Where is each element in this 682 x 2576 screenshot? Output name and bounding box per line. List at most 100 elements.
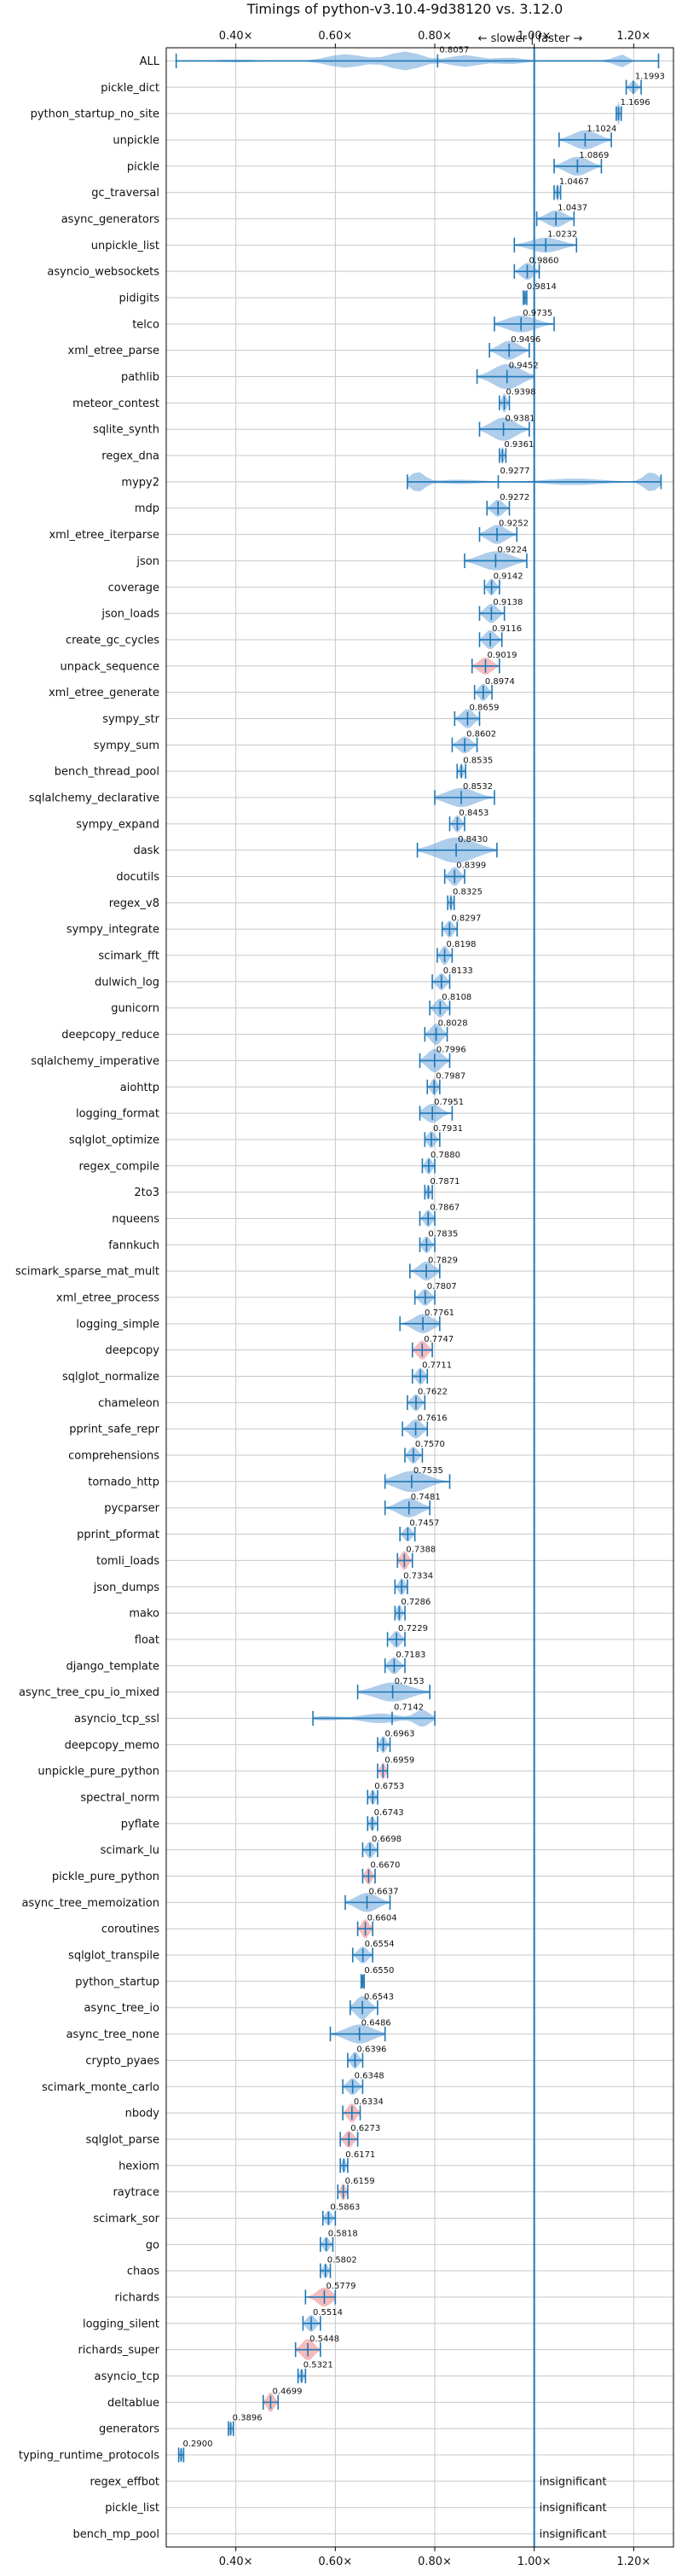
benchmark-row: spectral_norm 0.6753 bbox=[80, 1782, 404, 1805]
benchmark-row: pickle_list insignificant bbox=[105, 2502, 606, 2515]
benchmark-label: bench_mp_pool bbox=[72, 2528, 159, 2541]
benchmark-row: coverage 0.9142 bbox=[108, 571, 523, 596]
benchmark-row: logging_simple 0.7761 bbox=[76, 1308, 454, 1333]
benchmark-label: sympy_integrate bbox=[66, 924, 159, 937]
benchmark-label: async_tree_none bbox=[66, 2028, 159, 2041]
benchmark-label: pycparser bbox=[104, 1502, 159, 1515]
x-tick-label-bottom: 0.40× bbox=[219, 2556, 253, 2568]
value-label: 0.6554 bbox=[365, 1940, 395, 1949]
value-label: 0.6543 bbox=[364, 1993, 394, 2002]
benchmark-row: go 0.5818 bbox=[146, 2229, 358, 2252]
benchmark-row: gc_traversal 1.0467 bbox=[91, 177, 589, 201]
value-label: 1.0467 bbox=[559, 177, 589, 187]
value-label: 0.6698 bbox=[372, 1835, 402, 1844]
benchmark-label: hexiom bbox=[118, 2160, 159, 2173]
benchmark-row: logging_format 0.7951 bbox=[76, 1098, 464, 1123]
plot-frame bbox=[165, 47, 674, 2548]
value-label: 0.6486 bbox=[361, 2019, 391, 2028]
benchmark-label: docutils bbox=[116, 871, 159, 884]
benchmark-label: python_startup_no_site bbox=[31, 108, 159, 121]
benchmark-label: tornado_http bbox=[88, 1476, 159, 1488]
benchmark-row: tomli_loads 0.7388 bbox=[96, 1546, 436, 1570]
insignificant-label: insignificant bbox=[540, 2475, 607, 2488]
value-label: 0.8325 bbox=[453, 887, 483, 896]
benchmark-label: python_startup bbox=[75, 1976, 159, 1988]
benchmark-row: scimark_fft 0.8198 bbox=[98, 940, 477, 966]
value-label: 0.7616 bbox=[418, 1413, 448, 1423]
benchmark-row: regex_compile 0.7880 bbox=[78, 1151, 460, 1175]
benchmark-label: aiohttp bbox=[120, 1082, 159, 1094]
value-label: 0.7570 bbox=[415, 1440, 445, 1449]
value-label: 0.3896 bbox=[233, 2413, 263, 2422]
benchmark-label: regex_v8 bbox=[109, 897, 159, 910]
x-tick-label-bottom: 0.80× bbox=[418, 2556, 452, 2568]
value-label: 0.6348 bbox=[355, 2071, 384, 2080]
benchmark-label: deepcopy_memo bbox=[65, 1739, 159, 1752]
benchmark-label: mypy2 bbox=[121, 476, 159, 489]
value-label: 0.6550 bbox=[364, 1966, 394, 1976]
benchmark-row: async_generators 1.0437 bbox=[61, 204, 587, 228]
value-label: 1.0869 bbox=[579, 151, 609, 160]
benchmark-row: sympy_str 0.8659 bbox=[102, 704, 499, 728]
value-label: 0.5514 bbox=[313, 2308, 343, 2318]
benchmark-label: nqueens bbox=[112, 1213, 159, 1226]
value-label: 1.1696 bbox=[621, 98, 650, 107]
value-label: 0.6753 bbox=[374, 1782, 404, 1791]
benchmark-row: raytrace 0.6159 bbox=[113, 2177, 375, 2201]
benchmark-label: float bbox=[135, 1633, 159, 1646]
benchmark-row: python_startup_no_site 1.1696 bbox=[31, 98, 650, 125]
benchmark-label: pidigits bbox=[119, 293, 160, 305]
benchmark-label: pickle_pure_python bbox=[52, 1871, 159, 1883]
benchmark-label: comprehensions bbox=[68, 1450, 159, 1463]
value-label: 0.8602 bbox=[466, 729, 496, 739]
benchmark-label: xml_etree_generate bbox=[49, 687, 159, 699]
value-label: 0.7388 bbox=[406, 1546, 436, 1555]
benchmark-label: sympy_sum bbox=[94, 740, 159, 752]
benchmark-row: asyncio_tcp_ssl 0.7142 bbox=[74, 1703, 436, 1727]
value-label: 0.7761 bbox=[425, 1308, 454, 1318]
benchmark-label: go bbox=[146, 2239, 159, 2252]
value-label: 0.7871 bbox=[430, 1177, 459, 1186]
value-label: 1.0437 bbox=[558, 204, 587, 213]
value-label: 0.7880 bbox=[431, 1151, 460, 1160]
benchmark-label: sqlalchemy_imperative bbox=[31, 1055, 159, 1068]
x-tick-label-bottom: 0.60× bbox=[318, 2556, 352, 2568]
benchmark-label: json_loads bbox=[101, 608, 159, 621]
benchmark-row: tornado_http 0.7535 bbox=[88, 1466, 451, 1493]
benchmark-row: sympy_expand 0.8453 bbox=[76, 809, 488, 833]
benchmark-row: dask 0.8430 bbox=[133, 835, 498, 863]
x-tick-label-top: 1.20× bbox=[616, 30, 650, 43]
value-label: 0.7286 bbox=[401, 1598, 431, 1607]
benchmark-row: pathlib 0.9452 bbox=[121, 362, 539, 390]
benchmark-row: coroutines 0.6604 bbox=[101, 1913, 397, 1939]
x-tick-label-top: 0.80× bbox=[418, 30, 452, 43]
value-label: 0.6159 bbox=[345, 2177, 375, 2186]
benchmark-label: pprint_safe_repr bbox=[69, 1424, 159, 1436]
insignificant-label: insignificant bbox=[540, 2528, 607, 2541]
value-label: 0.4699 bbox=[272, 2387, 302, 2396]
value-label: 0.7229 bbox=[398, 1624, 428, 1633]
benchmark-row: scimark_sor 0.5863 bbox=[93, 2203, 360, 2226]
benchmark-row: sqlglot_optimize 0.7931 bbox=[69, 1124, 463, 1148]
benchmark-row: unpack_sequence 0.9019 bbox=[60, 651, 517, 675]
benchmark-row: pidigits 0.9814 bbox=[119, 282, 557, 305]
benchmark-label: scimark_lu bbox=[101, 1844, 159, 1857]
benchmark-row: async_tree_none 0.6486 bbox=[66, 2019, 391, 2044]
benchmark-label: xml_etree_process bbox=[56, 1292, 159, 1305]
insignificant-label: insignificant bbox=[540, 2502, 607, 2515]
value-label: 0.8532 bbox=[463, 782, 493, 792]
value-label: 0.7867 bbox=[430, 1204, 459, 1213]
benchmark-row: logging_silent 0.5514 bbox=[83, 2308, 343, 2332]
benchmark-label: sqlalchemy_declarative bbox=[29, 792, 159, 805]
value-label: 0.9814 bbox=[527, 282, 557, 292]
value-label: 0.7535 bbox=[413, 1466, 443, 1476]
x-tick-label-top: 0.40× bbox=[219, 30, 253, 43]
benchmark-row: deepcopy_memo 0.6963 bbox=[65, 1729, 415, 1754]
benchmark-row: richards 0.5779 bbox=[115, 2282, 355, 2307]
benchmark-label: pickle_dict bbox=[101, 82, 159, 95]
benchmark-row: gunicorn 0.8108 bbox=[111, 993, 471, 1018]
benchmark-label: sqlglot_optimize bbox=[69, 1134, 159, 1146]
benchmark-label: unpickle_pure_python bbox=[38, 1766, 159, 1778]
benchmark-row: scimark_lu 0.6698 bbox=[101, 1835, 402, 1859]
benchmark-row: json 0.9224 bbox=[136, 546, 528, 571]
